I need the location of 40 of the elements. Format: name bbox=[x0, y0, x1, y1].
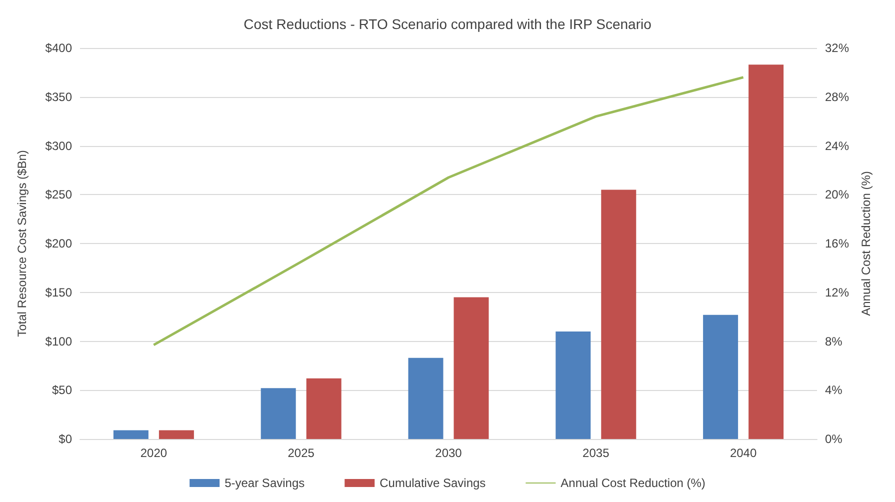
y-tick-label: $100 bbox=[45, 334, 72, 348]
y2-tick-label: 24% bbox=[825, 138, 850, 153]
bar bbox=[601, 190, 636, 439]
y2-tick-label: 32% bbox=[825, 41, 850, 55]
bar bbox=[703, 314, 738, 439]
x-tick-label: 2035 bbox=[582, 446, 610, 460]
legend-label: Cumulative Savings bbox=[380, 476, 486, 490]
y2-tick-label: 16% bbox=[825, 236, 850, 250]
y-tick-label: $400 bbox=[45, 41, 72, 55]
y-tick-label: $250 bbox=[45, 188, 72, 202]
legend-label: Annual Cost Reduction (%) bbox=[560, 476, 706, 490]
line-series bbox=[152, 76, 745, 346]
y2-tick-label: 12% bbox=[825, 285, 850, 300]
chart-title: Cost Reductions - RTO Scenario compared with the IRP Scenario bbox=[244, 16, 652, 32]
y-tick-label: $300 bbox=[45, 138, 72, 153]
y2-tick-label: 28% bbox=[825, 90, 850, 104]
bar bbox=[408, 358, 444, 439]
y2-tick-label: 8% bbox=[825, 334, 843, 348]
legend-label: 5-year Savings bbox=[224, 476, 305, 490]
y2-tick-label: 0% bbox=[825, 432, 843, 446]
bar bbox=[556, 331, 591, 439]
y2-tick-label: 20% bbox=[825, 188, 850, 202]
y-tick-label: $0 bbox=[58, 432, 72, 446]
x-tick-label: 2040 bbox=[730, 446, 757, 460]
x-tick-label: 2025 bbox=[288, 446, 315, 460]
y-tick-label: $150 bbox=[45, 285, 72, 300]
y2-axis-title: Annual Cost Reduction (%) bbox=[858, 171, 873, 316]
y-tick-label: $200 bbox=[45, 236, 72, 250]
bar bbox=[748, 64, 784, 439]
x-tick-label: 2030 bbox=[435, 446, 462, 460]
bar bbox=[306, 378, 342, 439]
y-tick-label: $350 bbox=[45, 90, 72, 104]
y-tick-label: $50 bbox=[52, 383, 72, 398]
bar bbox=[260, 388, 296, 439]
x-tick-label: 2020 bbox=[140, 446, 168, 460]
bar bbox=[158, 430, 194, 439]
bar bbox=[113, 430, 148, 439]
y-axis-title: Total Resource Cost Savings ($Bn) bbox=[15, 150, 29, 337]
y2-tick-label: 4% bbox=[825, 383, 843, 398]
bar bbox=[454, 297, 489, 439]
